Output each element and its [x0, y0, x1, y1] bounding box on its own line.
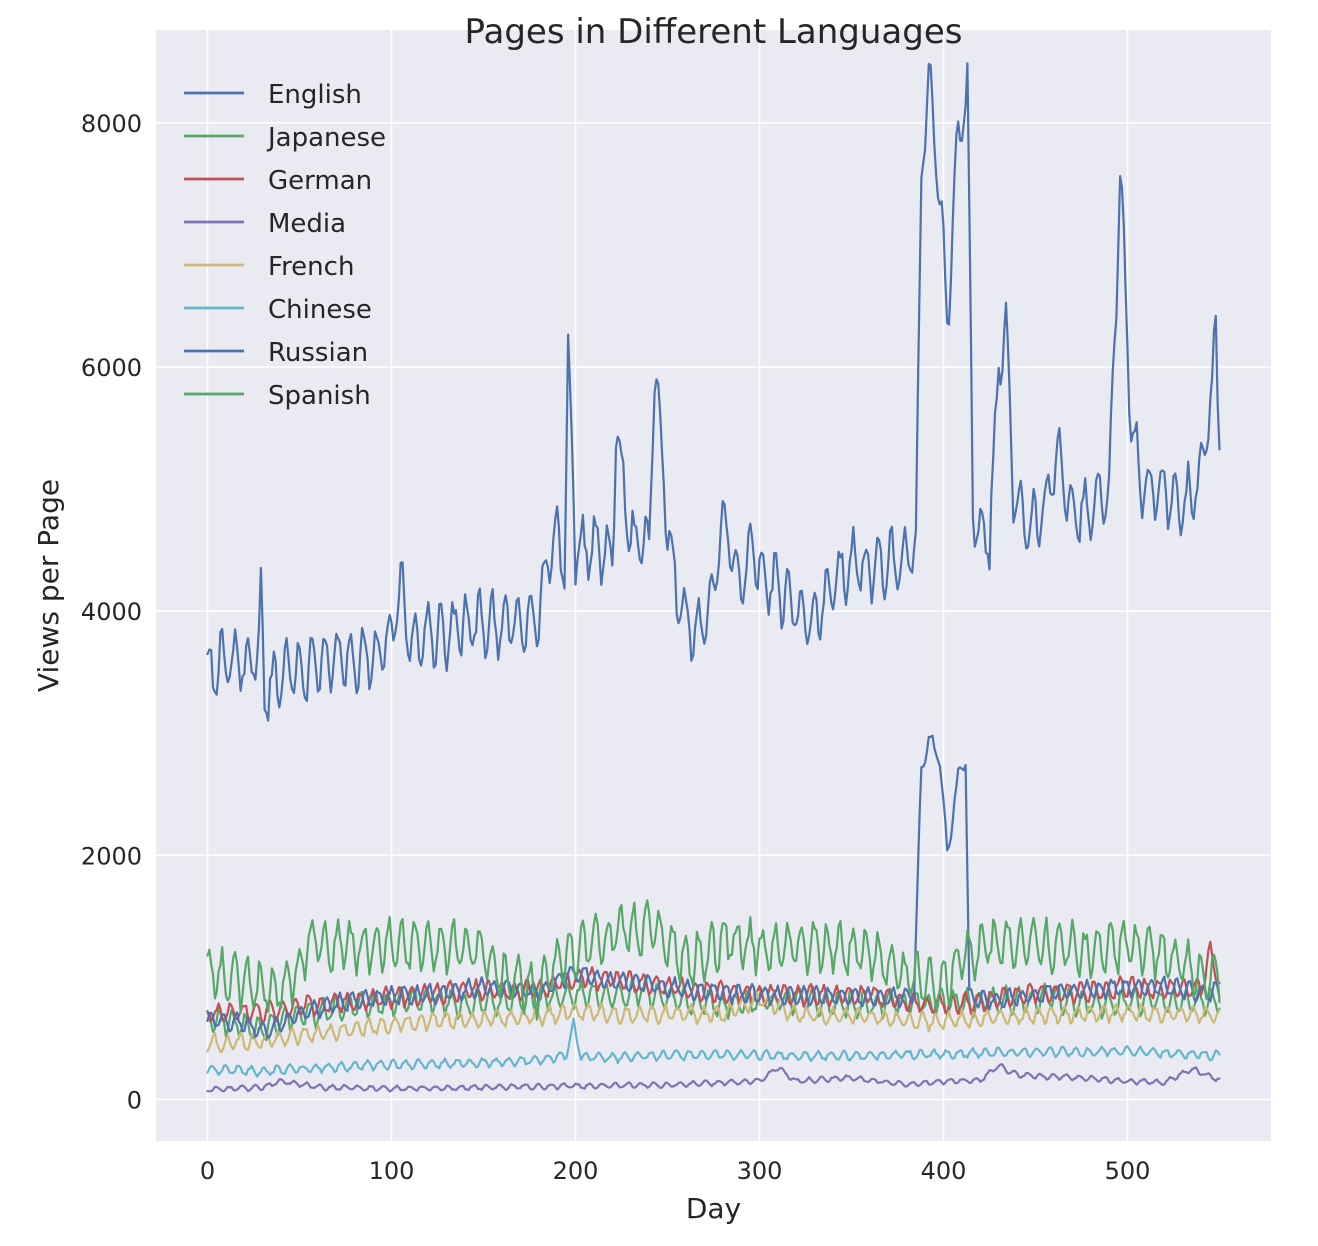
legend-label: Media [268, 209, 346, 239]
legend-label: Japanese [266, 123, 386, 153]
series-line-russian [206, 734, 1221, 1040]
y-tick-label: 6000 [81, 354, 142, 382]
series-line-german [206, 940, 1221, 1025]
chart-title: Pages in Different Languages [465, 12, 963, 52]
y-tick-label: 8000 [81, 110, 142, 138]
series-line-chinese [206, 1017, 1221, 1078]
x-axis-label: Day [686, 1192, 741, 1225]
y-tick-label: 4000 [81, 598, 142, 626]
x-tick-label: 500 [1105, 1157, 1151, 1185]
y-axis-ticks: 0 2000 4000 6000 8000 [81, 110, 142, 1115]
x-tick-label: 300 [737, 1157, 783, 1185]
y-tick-label: 2000 [81, 842, 142, 870]
series-line-english [206, 62, 1221, 722]
x-tick-label: 0 [200, 1157, 215, 1185]
legend-label: Chinese [268, 295, 372, 325]
x-tick-label: 200 [553, 1157, 599, 1185]
legend: English Japanese German Media French Chinese R… [184, 80, 386, 411]
legend-label: French [268, 252, 354, 282]
series-lines [206, 62, 1221, 1093]
x-tick-label: 400 [921, 1157, 967, 1185]
legend-label: English [268, 80, 362, 110]
y-axis-label: Views per Page [32, 479, 65, 692]
legend-label: Russian [268, 338, 368, 368]
series-line-media [206, 1063, 1221, 1093]
series-line-french [206, 990, 1221, 1054]
x-axis-ticks: 0 100 200 300 400 500 [200, 1157, 1151, 1185]
y-tick-label: 0 [127, 1086, 142, 1114]
x-tick-label: 100 [369, 1157, 415, 1185]
legend-label: German [268, 166, 372, 196]
legend-label: Spanish [268, 381, 371, 411]
series-line-spanish [206, 899, 1221, 1021]
